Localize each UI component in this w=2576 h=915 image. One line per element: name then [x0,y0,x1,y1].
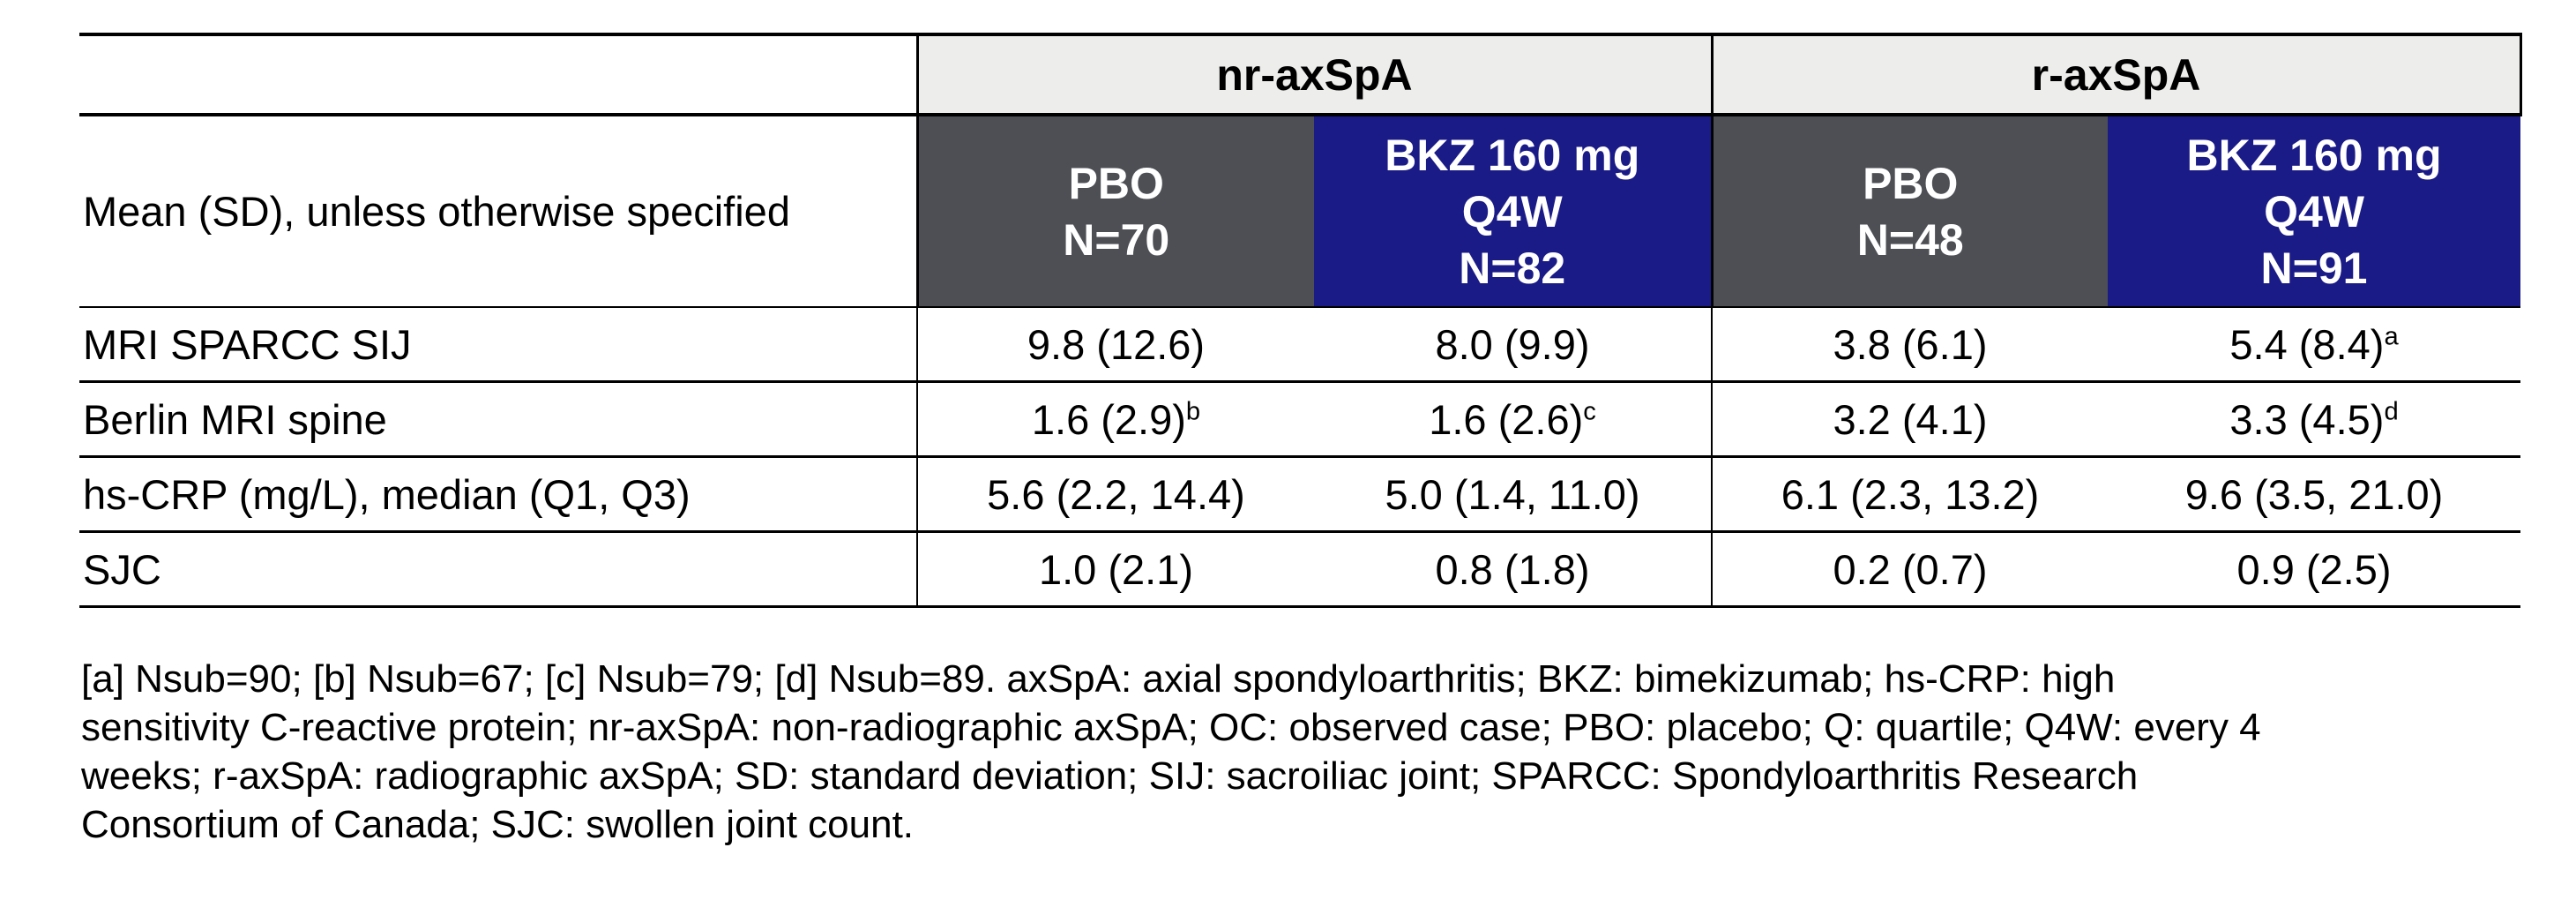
table-row: Berlin MRI spine 1.6 (2.9)b 1.6 (2.6)c 3… [79,381,2521,458]
col-header-line: N=70 [1063,214,1170,265]
row-label-cell: SJC [79,531,917,608]
row-label-cell: hs-CRP (mg/L), median (Q1, Q3) [79,456,917,533]
col-header-line: N=82 [1459,243,1566,293]
value-cell: 1.6 (2.9)b [916,381,1314,458]
footnote-line: weeks; r-axSpA: radiographic axSpA; SD: … [81,754,2139,798]
corner-cell [79,33,917,116]
value-cell: 6.1 (2.3, 13.2) [1711,456,2109,533]
column-header-row: Mean (SD), unless otherwise specified PB… [79,115,2521,308]
col-header-line: N=48 [1856,214,1964,265]
table-row: hs-CRP (mg/L), median (Q1, Q3) 5.6 (2.2,… [79,456,2521,533]
value-cell: 3.8 (6.1) [1711,307,2109,383]
table-row: MRI SPARCC SIJ 9.8 (12.6) 8.0 (9.9) 3.8 … [79,307,2521,383]
value-cell: 0.2 (0.7) [1711,531,2109,608]
value-cell: 5.4 (8.4)a [2108,307,2521,383]
col-header-line: PBO [1863,158,1959,208]
col-header-pbo-nr: PBO N=70 [915,115,1314,308]
footnote-line: sensitivity C-reactive protein; nr-axSpA… [81,706,2261,749]
col-header-line: Q4W [2264,186,2364,236]
value-cell: 5.6 (2.2, 14.4) [916,456,1314,533]
col-header-bkz-nr: BKZ 160 mg Q4W N=82 [1314,115,1713,308]
col-header-line: BKZ 160 mg [2186,130,2442,180]
group-header-row: nr-axSpA r-axSpA [79,33,2522,116]
value-cell: 3.2 (4.1) [1711,381,2109,458]
footnote: [a] Nsub=90; [b] Nsub=67; [c] Nsub=79; [… [81,655,2542,849]
row-label-cell: Berlin MRI spine [79,381,917,458]
table-row: SJC 1.0 (2.1) 0.8 (1.8) 0.2 (0.7) 0.9 (2… [79,531,2521,608]
value-cell: 9.6 (3.5, 21.0) [2108,456,2521,533]
data-table: nr-axSpA r-axSpA Mean (SD), unless other… [79,33,2522,608]
value-cell: 3.3 (4.5)d [2108,381,2521,458]
col-header-bkz-r: BKZ 160 mg Q4W N=91 [2108,115,2521,308]
group-cell-r-axspa: r-axSpA [1710,33,2522,116]
footnote-line: Consortium of Canada; SJC: swollen joint… [81,803,915,846]
value-cell: 1.0 (2.1) [916,531,1314,608]
measure-column-header: Mean (SD), unless otherwise specified [79,115,917,308]
value-cell: 9.8 (12.6) [916,307,1314,383]
col-header-line: BKZ 160 mg [1385,130,1640,180]
group-cell-nr-axspa: nr-axSpA [915,33,1713,116]
row-label-cell: MRI SPARCC SIJ [79,307,917,383]
value-cell: 1.6 (2.6)c [1314,381,1713,458]
col-header-line: PBO [1068,158,1164,208]
col-header-line: N=91 [2260,243,2368,293]
value-cell: 0.8 (1.8) [1314,531,1713,608]
footnote-line: [a] Nsub=90; [b] Nsub=67; [c] Nsub=79; [… [81,657,2116,701]
value-cell: 8.0 (9.9) [1314,307,1713,383]
value-cell: 5.0 (1.4, 11.0) [1314,456,1713,533]
col-header-line: Q4W [1461,186,1563,236]
value-cell: 0.9 (2.5) [2108,531,2521,608]
col-header-pbo-r: PBO N=48 [1710,115,2109,308]
